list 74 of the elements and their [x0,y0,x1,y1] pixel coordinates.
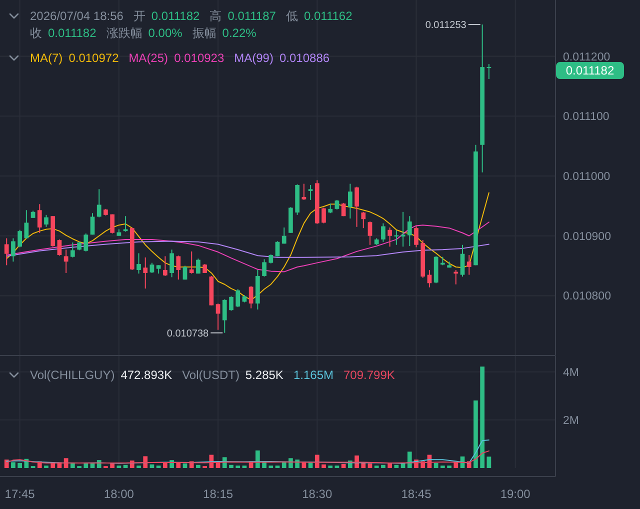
bar [407,452,412,468]
bar [322,464,326,468]
x-tick-label: 18:30 [302,487,332,501]
annotation: Vol(USDT) [182,368,240,382]
y-tick-label: 0.011200 [563,51,610,64]
price-tag: 0.011182 [556,62,624,80]
line-series [6,240,490,258]
annotation: Vol(CHILLGUY) [30,368,115,382]
annotation: 振幅 [192,26,216,40]
annotation: 0.010886 [280,51,330,65]
bar [90,463,95,468]
bar [163,462,168,468]
text: MA(25) [128,51,168,65]
annotation: 0.011182 [151,9,200,23]
bar [229,464,234,468]
annotation: 472.893K [120,368,172,382]
y-tick-label: 2M [563,414,579,427]
bar [182,463,188,468]
annotation: 0.011182 [48,26,97,40]
bar [70,463,75,468]
annotation: 涨跌幅 [106,26,142,40]
x-tick-label: 19:00 [500,487,531,501]
bar [110,463,114,468]
bar [256,450,260,468]
bar [64,458,68,468]
annotation: 开 [133,9,146,23]
annotation: 0.22% [222,26,257,40]
bar [18,462,22,468]
bar [11,462,16,468]
annotation: 0.010923 [174,51,224,65]
annotation: 0.010972 [68,51,120,65]
bar [361,462,366,468]
bar [486,456,492,468]
annotation: 5.285K [245,368,284,382]
annotation: 0.011253 [425,20,467,32]
bar [288,458,293,468]
y-tick-label: 0.011100 [563,111,610,124]
x-tick-label: 18:15 [203,487,234,501]
annotation: 709.799K [344,368,395,382]
bar [196,464,200,468]
bar [381,464,386,468]
y-tick-label: 0.010800 [563,290,611,303]
bar [84,463,88,468]
line-series [6,222,490,272]
annotation: 1.165M [294,368,334,382]
annotation: 2026/07/04 18:56 [30,9,124,23]
bar [434,462,438,468]
y-tick-label: 4M [563,366,579,379]
bar [341,464,346,468]
annotation: 高 [210,9,222,23]
x-tick-label: 18:00 [104,487,134,501]
extreme-note: 0.010738 [166,328,224,340]
x-tick-label: 17:45 [4,487,36,501]
text: MA(99) [234,51,274,65]
text: MA(7) [30,51,63,65]
annotation: 0.010738 [166,328,210,340]
y-tick-label: 0.011000 [563,171,610,184]
annotation: 0.011187 [228,9,276,23]
bar [143,456,148,468]
y-tick-label: 0.010900 [563,230,611,243]
bar [282,462,286,468]
bar [368,463,372,468]
line-series [6,450,490,464]
bar [176,462,181,468]
extreme-note: 0.011253 [425,20,481,32]
annotation: 低 [286,9,298,23]
bar [480,366,484,468]
annotation: 0.00% [148,26,183,40]
annotation: 0.011162 [304,9,353,23]
x-tick-label: 18:45 [401,487,432,501]
bar [474,400,478,468]
bar [388,463,392,468]
bar [314,454,320,468]
annotation: 收 [30,26,42,40]
